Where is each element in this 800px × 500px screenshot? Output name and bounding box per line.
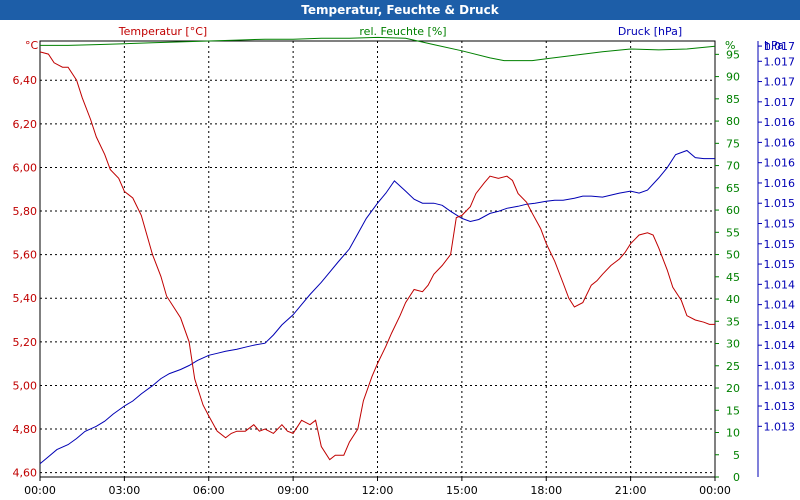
humidity-tick-label: 80 [726,115,740,128]
pressure-tick-label: 1.017 [764,76,796,89]
pressure-tick-label: 1.017 [764,96,796,109]
humidity-tick-label: 25 [726,360,740,373]
time-tick-label: 00:00 [24,484,56,497]
humidity-tick-label: 50 [726,249,740,262]
temperature-unit-label: °C [25,39,39,52]
humidity-tick-label: 90 [726,71,740,84]
humidity-tick-label: 60 [726,204,740,217]
time-tick-label: 09:00 [277,484,309,497]
pressure-tick-label: 1.013 [764,420,796,433]
humidity-tick-label: 35 [726,315,740,328]
time-tick-label: 21:00 [615,484,647,497]
humidity-tick-label: 0 [733,471,740,484]
pressure-legend: Druck [hPa] [618,25,682,38]
humidity-line [40,36,716,62]
pressure-tick-label: 1.014 [764,339,796,352]
humidity-tick-label: 15 [726,404,740,417]
humidity-tick-label: 70 [726,160,740,173]
pressure-tick-label: 1.015 [764,258,796,271]
pressure-tick-label: 1.017 [764,55,796,68]
pressure-tick-label: 1.016 [764,177,796,190]
plot-background [39,40,716,478]
pressure-tick-label: 1.016 [764,157,796,170]
humidity-tick-label: 40 [726,293,740,306]
pressure-tick-label: 1.016 [764,136,796,149]
time-tick-label: 03:00 [109,484,141,497]
temperature-axis: 6,40 6,20 6,00 5,80 5,60 5,40 5,20 5,00 4,80 4,60 [13,74,38,479]
pressure-line [39,149,715,465]
humidity-tick-label: 85 [726,93,740,106]
humidity-tick-label: 5 [733,449,740,462]
temperature-tick-label: 5,60 [13,249,38,262]
pressure-tick-label: 1.014 [764,319,796,332]
humidity-tick-label: 95 [726,48,740,61]
time-tick-label: 15:00 [446,484,478,497]
chart-title: Temperatur, Feuchte & Druck [0,0,800,20]
humidity-tick-label: 45 [726,271,740,284]
temperature-line [39,51,715,461]
pressure-axis: 1.017 1.017 1.017 1.017 1.016 1.016 1.016 1.016… [757,40,796,477]
pressure-tick-label: 1.015 [764,197,796,210]
temperature-tick-label: 6,40 [13,74,38,87]
humidity-tick-label: 10 [726,427,740,440]
time-tick-label: 12:00 [362,484,394,497]
temperature-tick-label: 5,20 [13,336,38,349]
humidity-unit-label: % [725,39,735,52]
temperature-legend: Temperatur [°C] [118,25,207,38]
temperature-tick-label: 4,60 [13,467,38,480]
time-axis: 00:0012.01.1803:0012.01.1806:0012.01.180… [16,477,739,500]
pressure-tick-label: 1.013 [764,400,796,413]
temperature-tick-label: 5,80 [13,205,38,218]
pressure-unit-label: hPa [764,39,784,52]
temperature-tick-label: 6,20 [13,118,38,131]
temperature-tick-label: 5,00 [13,379,38,392]
pressure-tick-label: 1.017 [764,40,796,53]
pressure-tick-label: 1.014 [764,299,796,312]
humidity-tick-label: 75 [726,137,740,150]
pressure-tick-label: 1.015 [764,218,796,231]
pressure-tick-label: 1.016 [764,116,796,129]
pressure-tick-label: 1.015 [764,238,796,251]
time-tick-label: 00:00 [699,484,731,497]
temperature-tick-label: 4,80 [13,423,38,436]
temperature-tick-label: 6,00 [13,161,38,174]
pressure-tick-label: 1.013 [764,380,796,393]
humidity-tick-label: 20 [726,382,740,395]
pressure-tick-label: 1.014 [764,278,796,291]
time-tick-label: 06:00 [193,484,225,497]
humidity-tick-label: 30 [726,338,740,351]
temperature-tick-label: 5,40 [13,292,38,305]
time-tick-label: 18:00 [530,484,562,497]
humidity-legend: rel. Feuchte [%] [359,25,446,38]
chart-area: 6,40 6,20 6,00 5,80 5,60 5,40 5,20 5,00 4,80 4,60… [13,25,796,500]
pressure-tick-label: 1.013 [764,359,796,372]
humidity-tick-label: 65 [726,182,740,195]
humidity-tick-label: 55 [726,226,740,239]
